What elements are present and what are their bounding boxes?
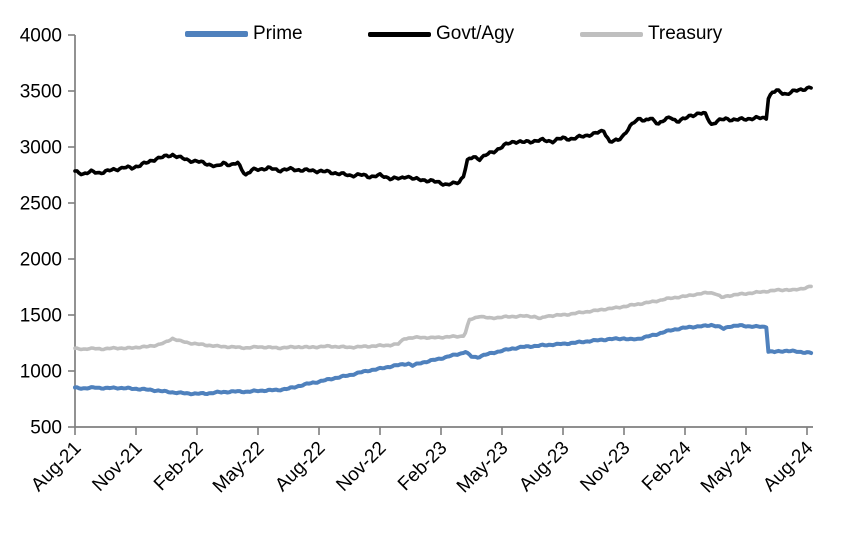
legend-swatch-govt-agy-icon [368, 31, 431, 37]
legend-label-treasury: Treasury [648, 23, 723, 44]
y-tick-label: 3000 [20, 138, 62, 159]
x-tick-label: Aug-23 [515, 438, 573, 496]
x-tick-label: Aug-21 [27, 438, 85, 496]
y-tick-label: 4000 [20, 26, 62, 47]
legend-swatch-prime-icon [185, 31, 248, 37]
y-tick-label: 2000 [20, 250, 62, 271]
y-tick-label: 1500 [20, 306, 62, 327]
x-tick-label: Feb-22 [150, 438, 207, 495]
series-line-prime [73, 322, 814, 397]
y-tick-label: 2500 [20, 194, 62, 215]
chart-legend: Prime Govt/Agy Treasury [0, 22, 852, 46]
series-line-treasury [73, 284, 813, 352]
legend-item-treasury: Treasury [580, 22, 722, 46]
y-tick-label: 500 [30, 418, 62, 439]
x-tick-label: Feb-23 [394, 438, 451, 495]
x-tick-label: May-23 [453, 438, 513, 498]
y-tick-label: 1000 [20, 362, 62, 383]
legend-item-govt-agy: Govt/Agy [368, 22, 514, 46]
x-tick-label: Nov-22 [332, 438, 390, 496]
series-line-govt-agy [73, 85, 813, 187]
x-tick-label: May-24 [697, 437, 757, 497]
y-tick-label: 3500 [20, 82, 62, 103]
legend-item-prime: Prime [185, 22, 303, 46]
legend-label-prime: Prime [253, 23, 303, 44]
legend-swatch-treasury-icon [580, 31, 643, 37]
x-tick-label: Aug-24 [759, 437, 817, 495]
x-tick-label: Aug-22 [271, 438, 329, 496]
x-tick-label: Feb-24 [638, 437, 696, 495]
x-tick-label: Nov-23 [576, 438, 634, 496]
x-tick-label: May-22 [209, 438, 269, 498]
legend-label-govt-agy: Govt/Agy [436, 23, 515, 44]
x-tick-label: Nov-21 [88, 438, 146, 496]
